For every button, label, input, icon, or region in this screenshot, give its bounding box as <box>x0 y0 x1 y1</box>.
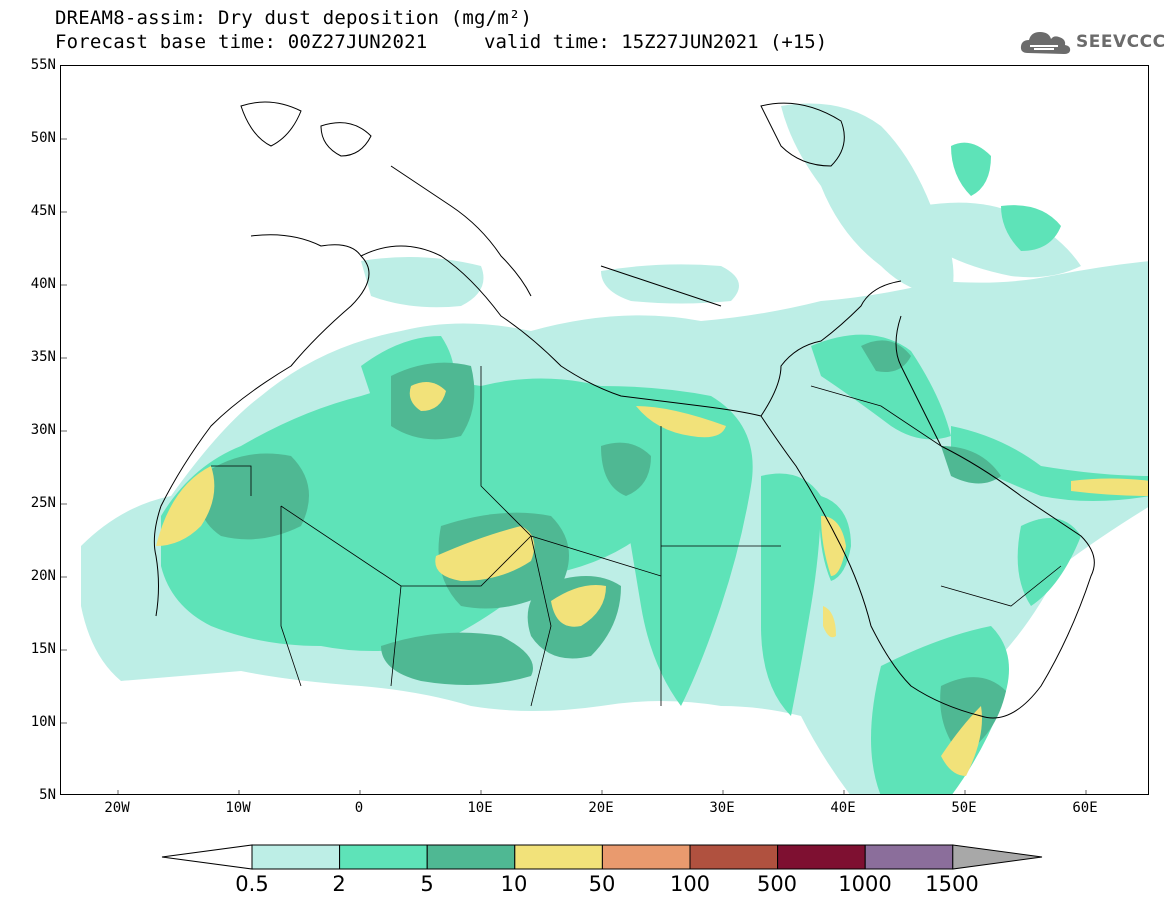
colorbar-min-triangle <box>161 844 253 870</box>
lat-label: 10N <box>30 714 56 730</box>
dust-map <box>61 101 1148 794</box>
lon-label: 20W <box>104 800 130 816</box>
logo-text: SEEVCCC <box>1076 32 1165 52</box>
lat-label: 35N <box>30 349 56 365</box>
lat-label: 50N <box>30 130 56 146</box>
lat-label: 55N <box>30 57 56 73</box>
colorbar-swatch <box>601 844 691 870</box>
colorbar-label: 100 <box>669 872 711 896</box>
colorbar-swatch <box>339 844 428 870</box>
map-title: DREAM8-assim: Dry dust deposition (mg/m²… <box>55 7 533 29</box>
colorbar-label: 2 <box>332 872 346 896</box>
colorbar-swatch <box>251 844 341 870</box>
colorbar-swatch <box>777 844 866 870</box>
lat-label: 15N <box>30 641 56 657</box>
colorbar-label: 10 <box>500 872 528 896</box>
lat-label: 30N <box>30 422 56 438</box>
colorbar-swatch <box>426 844 516 870</box>
colorbar-swatch <box>689 844 779 870</box>
lon-label: 50E <box>951 800 977 816</box>
lon-label: 60E <box>1072 800 1098 816</box>
seevccc-logo: SEEVCCC <box>1018 27 1165 57</box>
latlon-grid <box>61 138 1087 794</box>
lat-label: 5N <box>39 787 56 803</box>
colorbar-label: 1000 <box>838 872 892 896</box>
coastlines <box>153 101 1095 719</box>
colorbar-label: 50 <box>588 872 616 896</box>
colorbar-swatch <box>514 844 603 870</box>
lat-label: 45N <box>30 203 56 219</box>
lon-label: 30E <box>709 800 735 816</box>
lon-label: 20E <box>588 800 614 816</box>
colorbar-label: 5 <box>420 872 434 896</box>
lat-label: 25N <box>30 495 56 511</box>
lon-label: 40E <box>830 800 856 816</box>
lat-label: 20N <box>30 568 56 584</box>
colorbar-swatch <box>864 844 954 870</box>
forecast-base-time: Forecast base time: 00Z27JUN2021 <box>55 31 428 53</box>
colorbar-label: 500 <box>756 872 798 896</box>
country-borders <box>211 366 1062 707</box>
colorbar-label: 1500 <box>925 872 979 896</box>
lon-label: 10W <box>225 800 251 816</box>
colorbar-label: 0.5 <box>235 872 269 896</box>
lon-label: 0 <box>354 800 364 816</box>
valid-time: valid time: 15Z27JUN2021 (+15) <box>484 31 828 53</box>
deposition-level-10-50 <box>156 382 1148 776</box>
map-panel <box>60 65 1149 795</box>
colorbar-max-triangle <box>952 844 1043 870</box>
lat-label: 40N <box>30 276 56 292</box>
lon-label: 10E <box>467 800 493 816</box>
colorbar <box>161 844 1043 870</box>
cloud-logo-icon <box>1020 32 1071 54</box>
